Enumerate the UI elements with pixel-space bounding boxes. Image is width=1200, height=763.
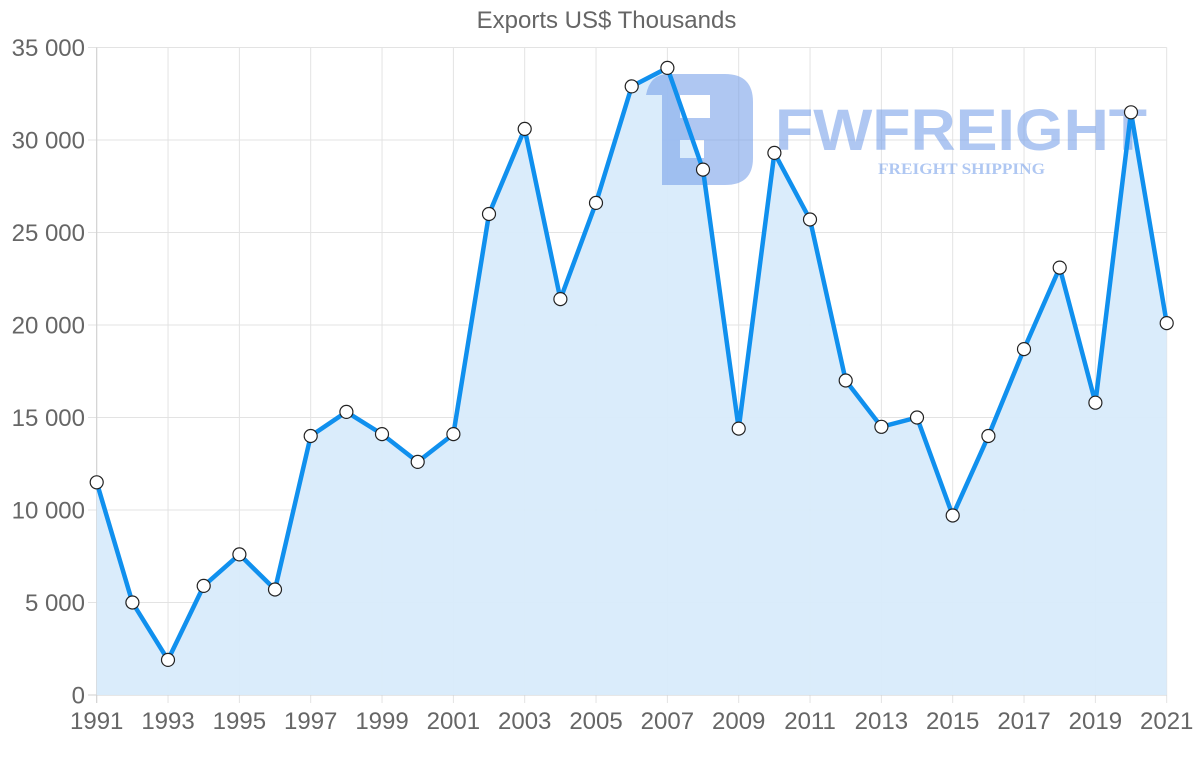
x-tick-label: 2013: [855, 708, 908, 735]
data-point-2011[interactable]: [802, 212, 818, 227]
x-tick-label: 2015: [926, 708, 979, 735]
data-point-2010[interactable]: [767, 145, 782, 160]
x-axis: 1991 1993 1995 1997 1999 2001 2003 2005 2007 2009…: [70, 708, 1193, 735]
x-tick-label: 1997: [284, 708, 337, 735]
data-point-2008[interactable]: [695, 162, 711, 177]
data-point-2013[interactable]: [874, 419, 889, 434]
y-tick-label: 15 000: [12, 405, 85, 432]
data-point-1996[interactable]: [267, 582, 283, 597]
data-point-2006[interactable]: [624, 79, 639, 94]
area-fill: [96, 67, 1167, 695]
area-fill-path: [96, 67, 1167, 695]
y-tick-label: 10 000: [12, 498, 85, 525]
y-tick-label: 30 000: [12, 128, 85, 155]
data-point-1992[interactable]: [125, 595, 140, 610]
data-point-2021[interactable]: [1159, 316, 1174, 331]
data-point-1999[interactable]: [374, 427, 390, 442]
x-tick-label: 2011: [784, 708, 836, 735]
data-point-2002[interactable]: [481, 206, 497, 222]
x-tick-label: 2017: [997, 708, 1050, 735]
x-tick-label: 1993: [141, 708, 194, 735]
data-point-2001[interactable]: [446, 427, 461, 442]
data-point-2019[interactable]: [1088, 395, 1103, 410]
x-tick-label: 1995: [213, 708, 266, 735]
data-point-2016[interactable]: [981, 428, 996, 444]
data-point-1995[interactable]: [232, 547, 247, 562]
x-tick-label: 2003: [498, 708, 551, 735]
data-point-1991[interactable]: [89, 475, 104, 490]
x-tick-label: 2001: [427, 708, 480, 735]
chart-title: Exports US$ Thousands: [476, 7, 737, 34]
x-tick-label: 2021: [1140, 708, 1193, 735]
watermark-tagline-text: FREIGHT SHIPPING: [878, 161, 1046, 178]
data-point-1993[interactable]: [160, 652, 176, 668]
y-tick-label: 0: [72, 683, 85, 710]
y-tick-label: 25 000: [12, 220, 85, 247]
watermark-brand-text: FWFREIGHT: [775, 98, 1147, 163]
data-point-1998[interactable]: [339, 404, 354, 419]
x-tick-label: 1999: [355, 708, 408, 735]
data-point-2020[interactable]: [1123, 105, 1139, 120]
data-point-2004[interactable]: [553, 292, 568, 307]
y-axis: 0 5 000 10 000 15 000 20 000 25 000 30 000 35 0…: [12, 35, 85, 710]
data-point-2005[interactable]: [588, 195, 604, 210]
data-point-1994[interactable]: [196, 578, 211, 594]
data-point-2012[interactable]: [838, 373, 853, 388]
data-point-2009[interactable]: [731, 421, 746, 436]
data-point-2015[interactable]: [945, 508, 960, 523]
y-tick-label: 35 000: [12, 35, 85, 62]
data-point-2017[interactable]: [1016, 342, 1032, 357]
y-tick-label: 20 000: [12, 313, 85, 340]
fwfreight-logo-icon: [646, 74, 753, 185]
x-tick-label: 2019: [1069, 708, 1122, 735]
watermark-logo: FWFREIGHT FREIGHT SHIPPING: [646, 74, 1147, 185]
x-tick-label: 2009: [712, 708, 765, 735]
data-markers: [89, 60, 1174, 668]
data-point-1997[interactable]: [303, 428, 318, 444]
data-point-2007[interactable]: [660, 60, 675, 76]
x-tick-label: 2005: [569, 708, 622, 735]
x-tick-label: 2007: [641, 708, 694, 735]
data-point-2018[interactable]: [1052, 260, 1067, 275]
data-point-2000[interactable]: [410, 454, 425, 469]
data-point-2014[interactable]: [909, 410, 925, 425]
data-point-2003[interactable]: [517, 121, 532, 136]
y-tick-label: 5 000: [25, 590, 85, 617]
x-tick-label: 1991: [70, 708, 123, 735]
